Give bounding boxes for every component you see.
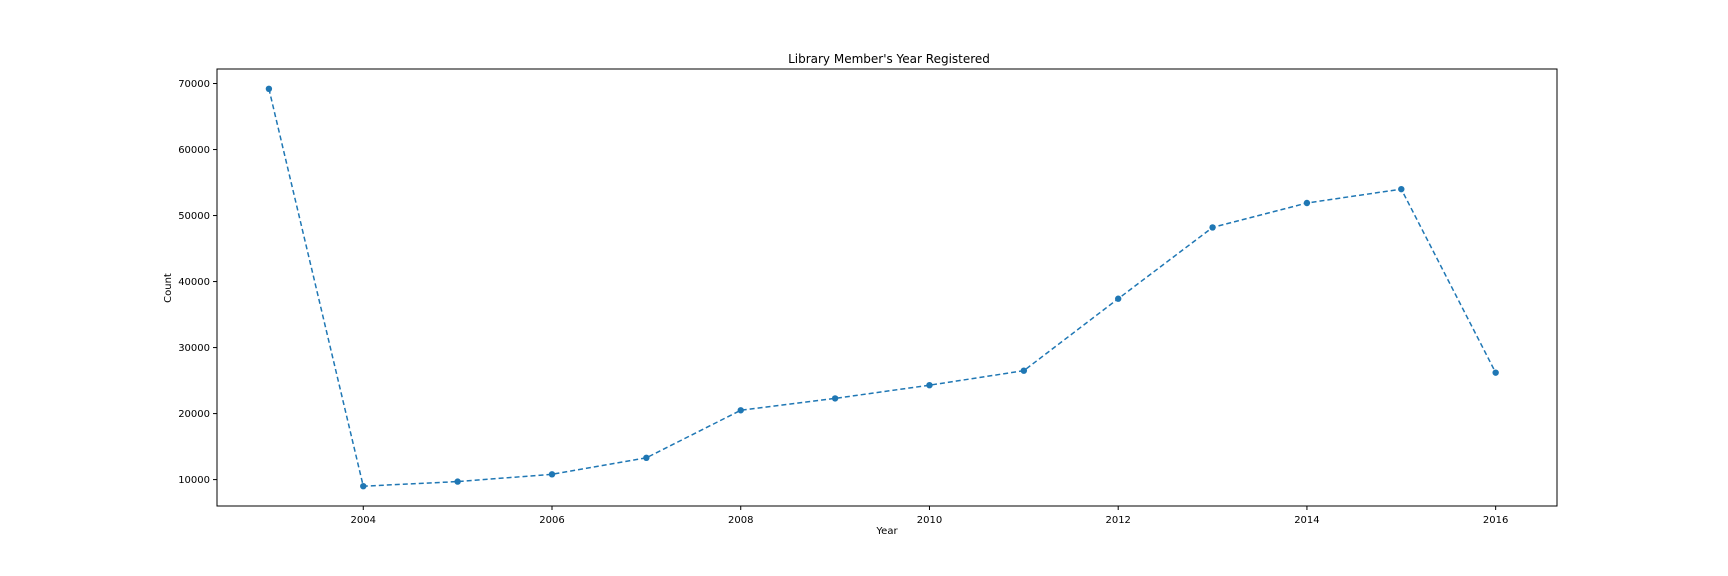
data-point [548, 471, 556, 478]
y-tick-label: 10000 [178, 475, 210, 486]
x-tick-label: 2014 [1294, 515, 1319, 526]
data-point [360, 482, 367, 490]
y-tick-label: 20000 [178, 409, 210, 420]
x-tick-label: 2004 [351, 515, 376, 526]
x-tick-label: 2008 [728, 515, 753, 526]
data-point [831, 395, 839, 402]
data-point [1303, 199, 1311, 207]
data-point [265, 85, 273, 93]
plot-area [216, 68, 1558, 507]
x-tick-label: 2006 [539, 515, 564, 526]
x-axis: 2004 2006 2008 2010 2012 2014 2016 [351, 506, 1508, 526]
data-point [1020, 367, 1028, 374]
x-tick-label: 2016 [1483, 515, 1508, 526]
y-axis-label: Count [163, 273, 174, 303]
x-axis-label: Year [875, 526, 898, 537]
y-tick-label: 30000 [178, 343, 210, 354]
y-tick-label: 40000 [178, 277, 210, 288]
data-point [1114, 295, 1122, 302]
data-point [737, 407, 744, 414]
chart-title: Library Member's Year Registered [788, 52, 990, 66]
series-count [265, 85, 1499, 490]
data-point [1209, 224, 1216, 231]
x-tick-label: 2012 [1105, 515, 1130, 526]
y-axis: 10000 20000 30000 40000 50000 60000 70000 [178, 79, 217, 486]
x-tick-label: 2010 [917, 515, 942, 526]
data-point [454, 478, 461, 485]
data-point [926, 381, 933, 389]
y-tick-label: 70000 [178, 79, 210, 90]
series-line [268, 88, 1497, 487]
y-tick-label: 50000 [178, 211, 210, 222]
data-point [1398, 185, 1405, 193]
y-tick-label: 60000 [178, 145, 210, 156]
data-point [643, 454, 650, 462]
data-point [1492, 369, 1499, 376]
